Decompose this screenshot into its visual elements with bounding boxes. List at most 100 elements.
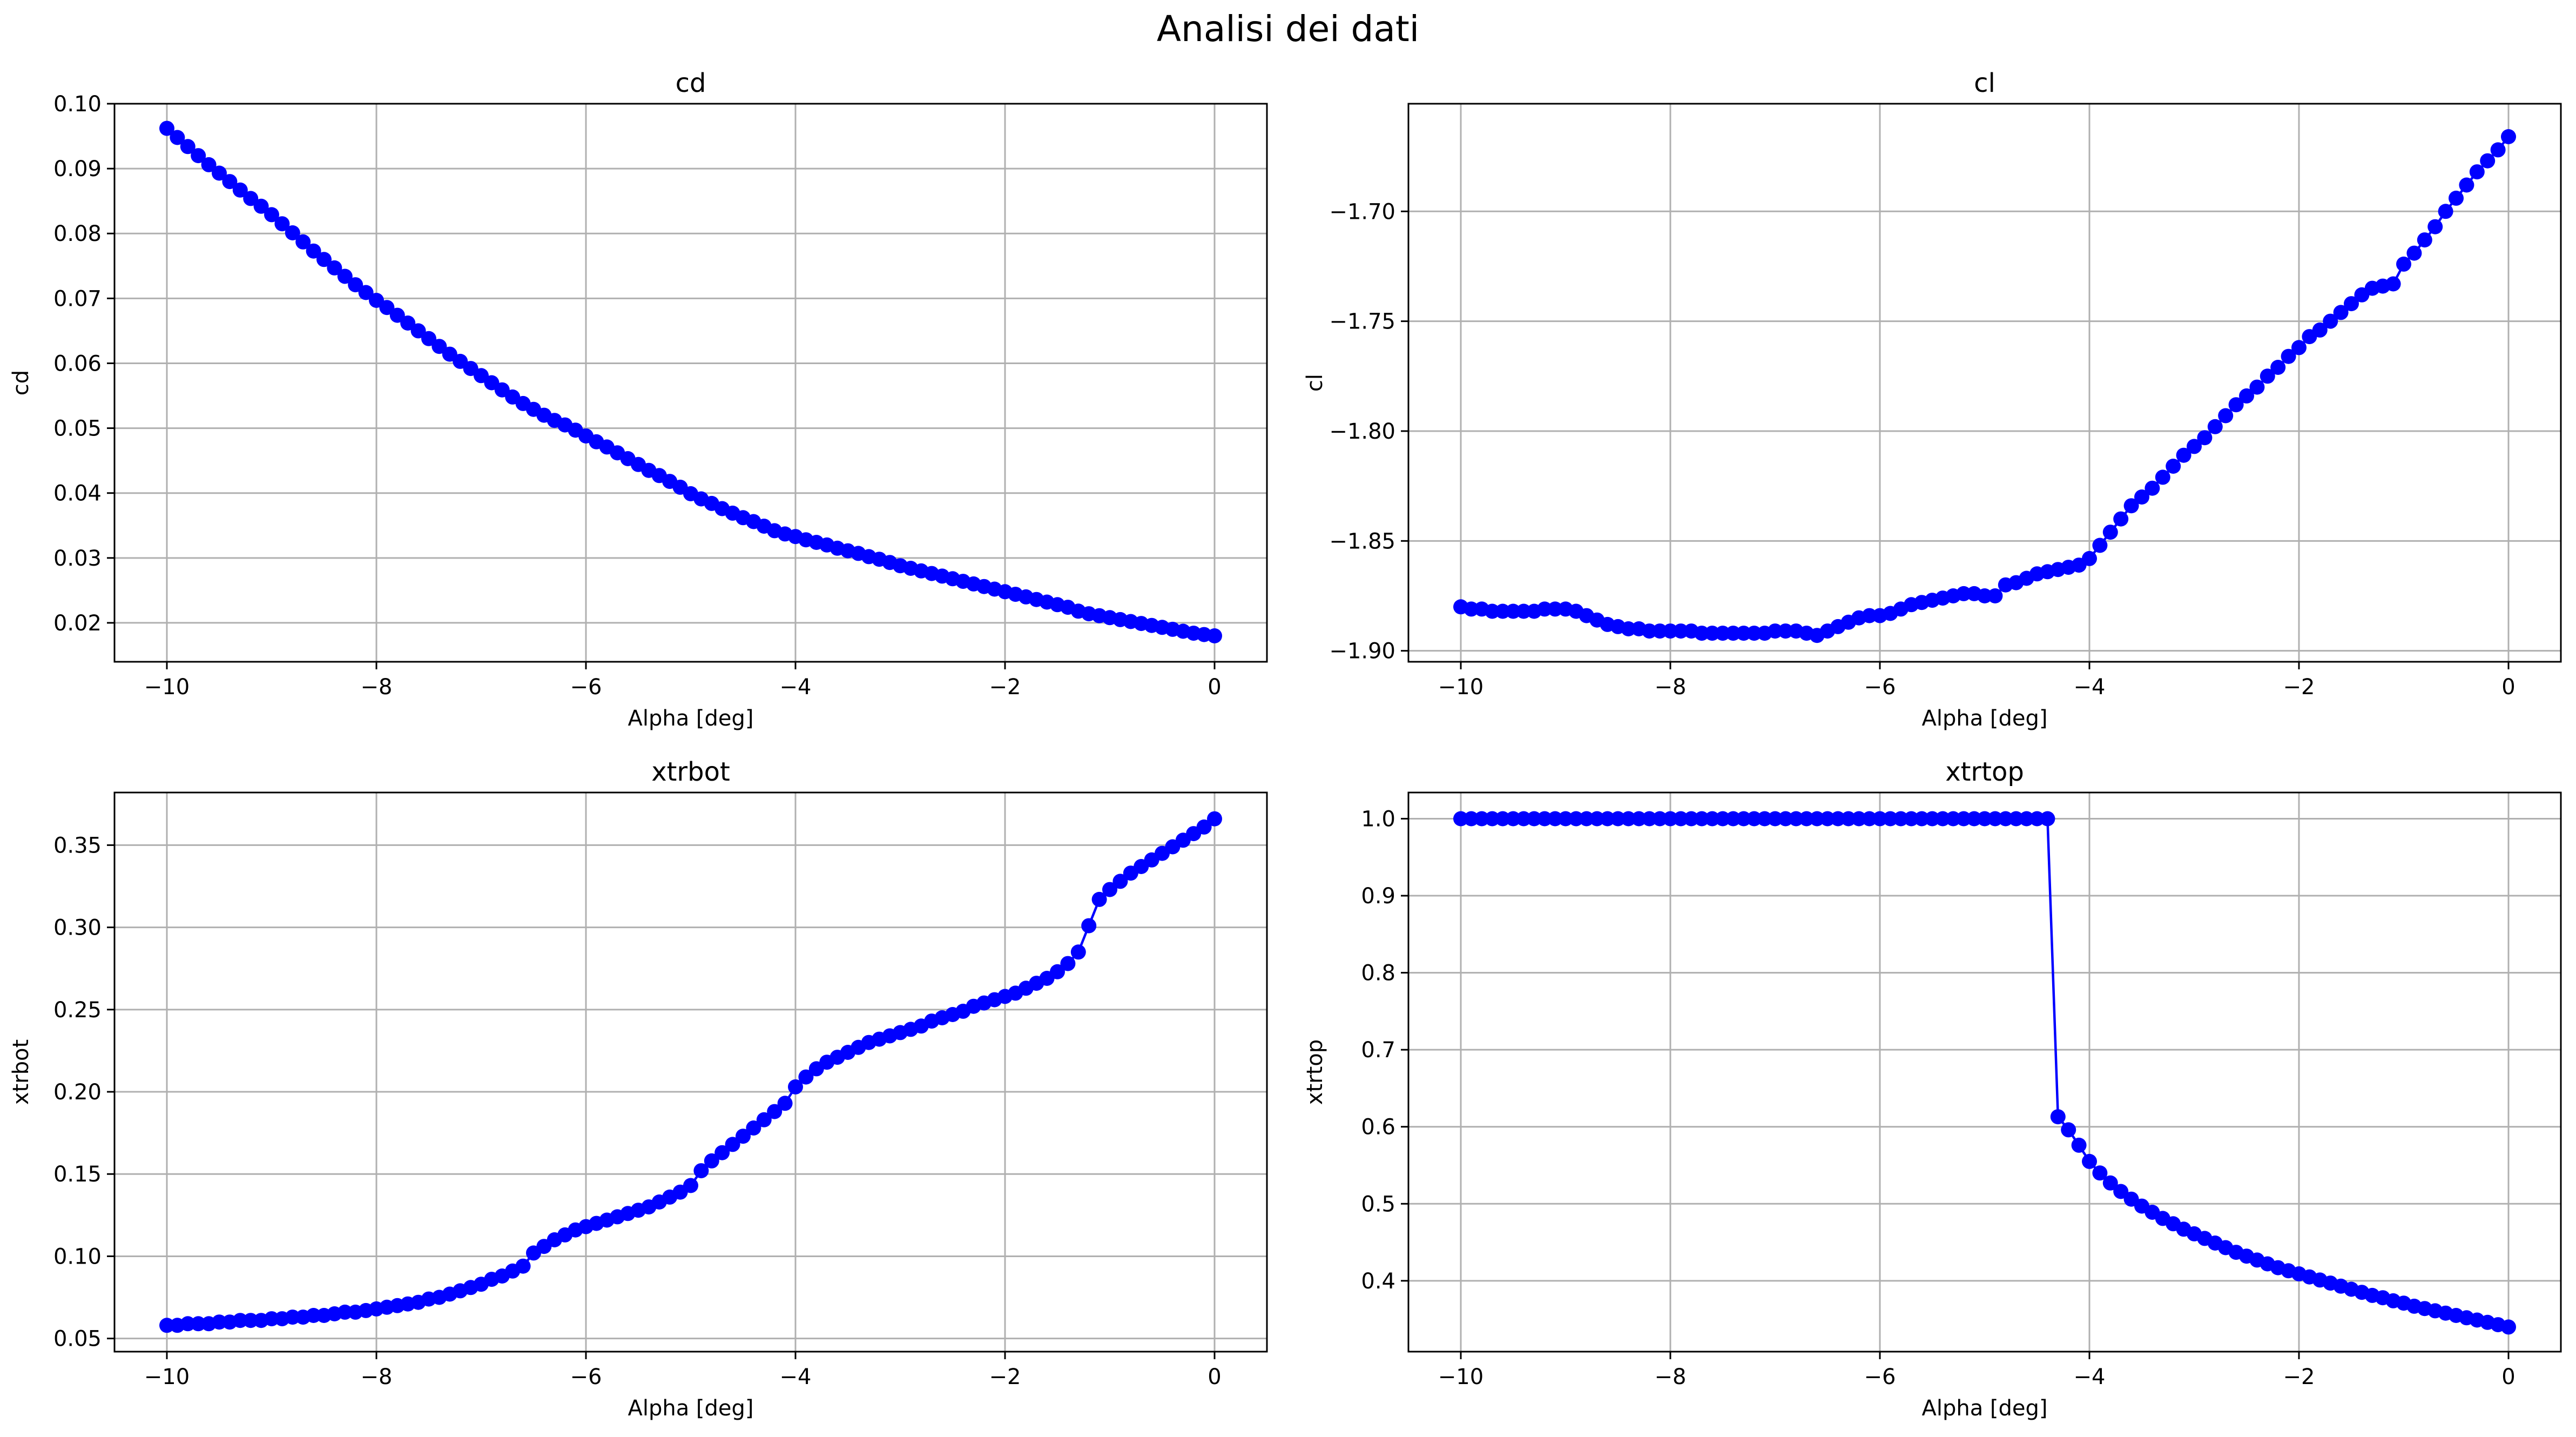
x-tick-label: −8 bbox=[1655, 675, 1687, 700]
data-point bbox=[327, 260, 342, 276]
data-point bbox=[2291, 340, 2307, 355]
data-point bbox=[756, 1112, 772, 1127]
data-point bbox=[1862, 608, 1877, 623]
data-point bbox=[1102, 882, 1117, 897]
data-point bbox=[1495, 603, 1510, 619]
data-point bbox=[1589, 811, 1605, 827]
data-point bbox=[1872, 811, 1887, 827]
x-tick-label: 0 bbox=[2501, 675, 2515, 700]
data-point bbox=[2008, 811, 2024, 827]
data-point bbox=[212, 165, 227, 181]
data-point bbox=[1453, 811, 1468, 827]
data-point bbox=[1704, 626, 1720, 641]
data-point bbox=[1956, 811, 1972, 827]
data-point bbox=[1485, 811, 1500, 827]
data-point bbox=[2187, 439, 2202, 454]
y-tick-label: 0.35 bbox=[53, 833, 102, 858]
data-point bbox=[180, 139, 195, 155]
x-tick-label: −6 bbox=[1864, 1365, 1896, 1389]
data-point bbox=[159, 1318, 174, 1333]
data-point bbox=[2155, 469, 2170, 485]
subplot-title: xtrtop bbox=[1945, 757, 2024, 787]
data-point bbox=[201, 157, 217, 172]
y-tick-label: −1.75 bbox=[1329, 310, 1395, 334]
data-point bbox=[2459, 177, 2474, 193]
subplot-xtrtop: −10 −8 −6 −4 −2 0 0.4 0.5 0.6 0.7 0.8 0.9 1.0 xtrtop A… bbox=[1303, 757, 2562, 1421]
data-point bbox=[1112, 874, 1128, 889]
x-axis-label: Alpha [deg] bbox=[1921, 706, 2047, 731]
data-point bbox=[421, 331, 436, 346]
data-point bbox=[431, 339, 447, 354]
data-point bbox=[2480, 153, 2496, 169]
data-point bbox=[1799, 811, 1815, 827]
y-axis-label: cl bbox=[1303, 374, 1327, 392]
y-tick-label: 0.05 bbox=[53, 1327, 102, 1352]
subplot-title: xtrbot bbox=[651, 757, 730, 787]
data-point bbox=[1977, 588, 1992, 603]
x-tick-label: 0 bbox=[1208, 675, 1221, 700]
data-point bbox=[2427, 219, 2443, 234]
y-tick-label: 0.10 bbox=[53, 92, 102, 117]
data-point bbox=[191, 148, 206, 164]
data-point bbox=[1610, 811, 1626, 827]
data-point bbox=[1663, 811, 1678, 827]
x-tick-label: −2 bbox=[2283, 1365, 2315, 1389]
y-tick-label: 0.20 bbox=[53, 1080, 102, 1105]
data-point bbox=[2490, 142, 2506, 158]
subplot-cd: −10 −8 −6 −4 −2 0 0.02 0.03 0.04 0.05 0.06 0.07 0.08… bbox=[9, 68, 1268, 731]
x-tick-label: −2 bbox=[989, 675, 1021, 700]
data-point bbox=[1725, 626, 1741, 641]
data-point bbox=[1060, 956, 1076, 971]
data-point bbox=[704, 1153, 719, 1169]
data-point bbox=[1642, 623, 1657, 639]
y-tick-label: 0.04 bbox=[53, 481, 102, 506]
data-point bbox=[2501, 129, 2516, 144]
y-tick-label: 0.02 bbox=[53, 611, 102, 636]
data-point bbox=[1704, 811, 1720, 827]
data-point bbox=[232, 182, 248, 198]
axes-frame bbox=[113, 103, 1268, 663]
data-point bbox=[2082, 1153, 2097, 1169]
data-point bbox=[1966, 811, 1982, 827]
data-point bbox=[2406, 245, 2422, 261]
data-point bbox=[222, 174, 238, 190]
data-point bbox=[232, 1313, 248, 1328]
data-point bbox=[1935, 811, 1951, 827]
data-point bbox=[1788, 811, 1804, 827]
data-point bbox=[2239, 388, 2254, 404]
data-point bbox=[1495, 811, 1510, 827]
subplot-title: cl bbox=[1974, 68, 1995, 98]
data-point bbox=[1725, 811, 1741, 827]
y-tick-label: 0.8 bbox=[1361, 961, 1395, 986]
y-tick-label: 0.6 bbox=[1361, 1115, 1395, 1140]
data-point bbox=[253, 198, 269, 214]
data-point bbox=[2102, 525, 2118, 540]
data-point bbox=[2449, 190, 2464, 206]
subplot-cl: −10 −8 −6 −4 −2 0 −1.90 −1.85 −1.80 −1.75 −1.70 cl A… bbox=[1303, 68, 2562, 731]
x-tick-label: −6 bbox=[570, 1365, 602, 1389]
x-tick-label: −8 bbox=[361, 675, 393, 700]
subplots: −10 −8 −6 −4 −2 0 0.02 0.03 0.04 0.05 0.06 0.07 0.08… bbox=[9, 68, 2562, 1421]
data-point bbox=[1883, 811, 1898, 827]
data-point bbox=[1736, 626, 1751, 641]
data-point bbox=[1579, 811, 1594, 827]
data-point bbox=[410, 323, 426, 339]
y-tick-label: 0.03 bbox=[53, 546, 102, 571]
data-point bbox=[1778, 623, 1793, 639]
data-point bbox=[1768, 623, 1783, 639]
data-point bbox=[2123, 498, 2139, 514]
data-point bbox=[1537, 601, 1553, 617]
x-tick-label: 0 bbox=[2501, 1365, 2515, 1389]
data-point bbox=[1568, 811, 1584, 827]
data-point bbox=[1757, 811, 1772, 827]
data-point bbox=[1945, 811, 1961, 827]
x-tick-label: −4 bbox=[780, 675, 812, 700]
data-point bbox=[2396, 256, 2411, 272]
x-tick-label: −6 bbox=[1864, 675, 1896, 700]
data-point bbox=[1537, 811, 1553, 827]
data-point bbox=[2134, 489, 2149, 505]
data-point bbox=[1694, 811, 1710, 827]
x-tick-label: −4 bbox=[2074, 675, 2106, 700]
data-point bbox=[1081, 918, 1097, 934]
data-point bbox=[2438, 204, 2453, 219]
